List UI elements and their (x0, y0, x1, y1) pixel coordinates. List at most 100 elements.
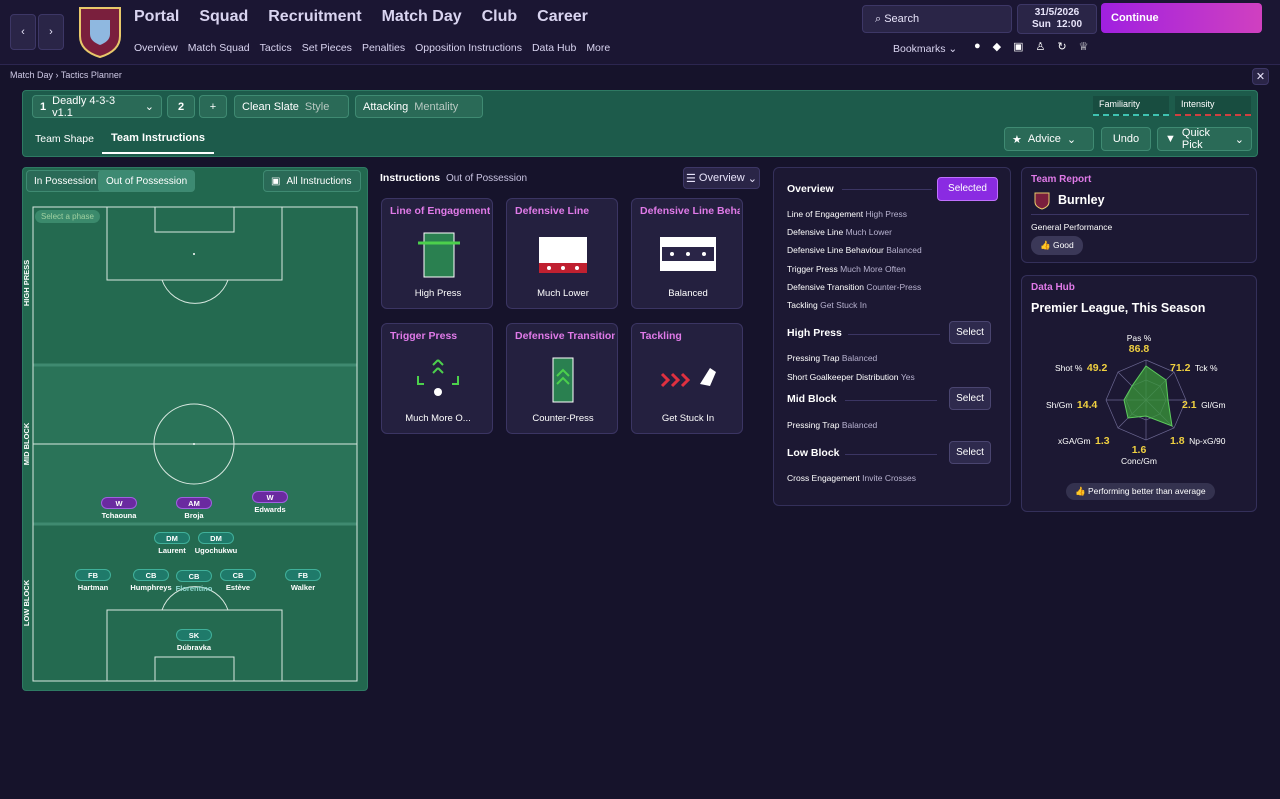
select-button[interactable]: Select (949, 321, 991, 344)
player-name[interactable]: Broja (184, 511, 204, 520)
submenu-item[interactable]: Set Pieces (301, 42, 352, 54)
mentality-select[interactable]: Attacking Mentality (355, 95, 483, 118)
player-role[interactable]: CB (176, 570, 212, 582)
phase-hint[interactable]: Select a phase (35, 210, 100, 223)
performance-label: General Performance (1031, 222, 1113, 232)
player-role[interactable]: FB (285, 569, 321, 581)
zone-label[interactable]: MID BLOCK (22, 422, 31, 466)
player-role[interactable]: SK (176, 629, 212, 641)
zone-label[interactable]: LOW BLOCK (22, 579, 31, 627)
player-name[interactable]: Edwards (254, 505, 286, 514)
submenu-item[interactable]: Data Hub (531, 42, 577, 54)
instruction-card[interactable]: Trigger Press Much More O... (381, 323, 493, 434)
player-name[interactable]: Ugochukwu (194, 546, 238, 555)
add-button[interactable]: + (199, 95, 227, 118)
submenu-item[interactable]: Opposition Instructions (415, 42, 522, 54)
phase-tab-active[interactable]: Out of Possession (98, 170, 196, 192)
menu-item[interactable]: Portal (134, 8, 180, 25)
player-name[interactable]: Dúbravka (176, 643, 212, 652)
player-name[interactable]: Estève (225, 583, 251, 592)
player-name[interactable]: Florentino (175, 584, 213, 593)
instruction-card[interactable]: Defensive Line Behaviour Balanced (631, 198, 743, 309)
divider (845, 400, 937, 401)
view-select[interactable]: ☰ Overview ⌄ (683, 167, 760, 189)
bookmarks[interactable]: Bookmarks ⌄ (893, 43, 958, 55)
stat-value: 14.4 (1076, 399, 1098, 411)
select-button[interactable]: Select (949, 387, 991, 410)
player-role[interactable]: FB (75, 569, 111, 581)
breadcrumb: Match Day › Tactics Planner (10, 70, 122, 80)
tab[interactable]: Team Shape (35, 133, 94, 145)
tab-active[interactable]: Team Instructions (102, 126, 214, 154)
instruction-row: Line of Engagement High Press (787, 209, 907, 219)
date-box[interactable]: 31/5/2026 Sun 12:00 (1017, 4, 1097, 34)
player-role[interactable]: DM (154, 532, 190, 544)
instruction-card[interactable]: Defensive Line Much Lower (506, 198, 618, 309)
team-report-title: Team Report (1031, 174, 1092, 185)
phase-tab[interactable]: In Possession (26, 170, 105, 192)
stat-label: Shot % (1055, 363, 1083, 373)
menu-item[interactable]: Match Day (381, 8, 462, 25)
instruction-label: Trigger Press (787, 263, 838, 274)
player-name[interactable]: Hartman (77, 583, 109, 592)
team-crest (1034, 192, 1050, 210)
forward-button[interactable]: › (38, 14, 64, 50)
submenu-item[interactable]: Overview (134, 42, 178, 54)
selected-button[interactable]: Selected (937, 177, 998, 201)
submenu-item[interactable]: Penalties (361, 42, 406, 54)
player-role[interactable]: CB (133, 569, 169, 581)
instruction-row: Defensive Line Much Lower (787, 227, 892, 237)
pitch (32, 206, 358, 682)
view-label: Overview (698, 172, 745, 184)
player-name[interactable]: Laurent (158, 546, 186, 555)
player-role[interactable]: CB (220, 569, 256, 581)
player-name[interactable]: Humphreys (130, 583, 172, 592)
zone-label[interactable]: HIGH PRESS (22, 259, 31, 307)
card-value: Counter-Press (532, 413, 594, 424)
advice-button[interactable]: ★ Advice ⌄ (1004, 127, 1094, 151)
style-select[interactable]: Clean Slate Style (234, 95, 349, 118)
player-role[interactable]: W (101, 497, 137, 509)
submenu-item[interactable]: Tactics (259, 42, 292, 54)
menu-item[interactable]: Recruitment (268, 8, 362, 25)
instruction-card[interactable]: Tackling Get Stuck In (631, 323, 743, 434)
menu-item[interactable]: Career (537, 8, 588, 25)
player-role[interactable]: W (252, 491, 288, 503)
player-name[interactable]: Tchaouna (101, 511, 137, 520)
quick-pick-button[interactable]: ▼ Quick Pick ⌄ (1157, 127, 1252, 151)
stat-label: Conc/Gm (1121, 456, 1157, 466)
slot-button[interactable]: 2 (167, 95, 195, 118)
card-title: Tackling (640, 330, 682, 342)
card-icon (660, 237, 716, 271)
instruction-card[interactable]: Line of Engagement High Press (381, 198, 493, 309)
select-button[interactable]: Select (949, 441, 991, 464)
close-button[interactable]: ✕ (1252, 68, 1269, 85)
section-title: High Press (787, 327, 842, 339)
player-role[interactable]: DM (198, 532, 234, 544)
bookmarks-label: Bookmarks (893, 43, 946, 55)
style-label: Style (304, 100, 330, 113)
submenu-item[interactable]: Match Squad (187, 42, 250, 54)
intensity[interactable]: Intensity (1175, 96, 1251, 116)
instruction-label: Defensive Transition (787, 281, 865, 292)
instruction-card[interactable]: Defensive Transition Counter-Press (506, 323, 618, 434)
player-name[interactable]: Walker (290, 583, 316, 592)
familiarity[interactable]: Familiarity (1093, 96, 1169, 116)
radar-stat: 71.2 Tck % (1170, 358, 1218, 376)
tactic-select[interactable]: 1 Deadly 4-3-3 v1.1 ⌄ (32, 95, 162, 119)
card-value: High Press (414, 288, 462, 299)
search-button[interactable]: ⌕ Search (875, 12, 920, 25)
all-instructions[interactable]: ▣ All Instructions (263, 170, 361, 192)
crumb[interactable]: Match Day (10, 70, 54, 80)
menu-item[interactable]: Squad (199, 8, 249, 25)
continue-button[interactable]: Continue (1101, 3, 1262, 33)
instruction-row: Tackling Get Stuck In (787, 300, 867, 310)
menu-item[interactable]: Club (481, 8, 518, 25)
back-button[interactable]: ‹ (10, 14, 36, 50)
stat-value: 71.2 (1170, 362, 1191, 374)
undo-button[interactable]: Undo (1101, 127, 1151, 151)
quick-pick-label: Quick Pick (1181, 127, 1211, 151)
submenu-item[interactable]: More (586, 42, 611, 54)
player-role[interactable]: AM (176, 497, 212, 509)
card-title: Defensive Line Behaviour (640, 205, 740, 217)
